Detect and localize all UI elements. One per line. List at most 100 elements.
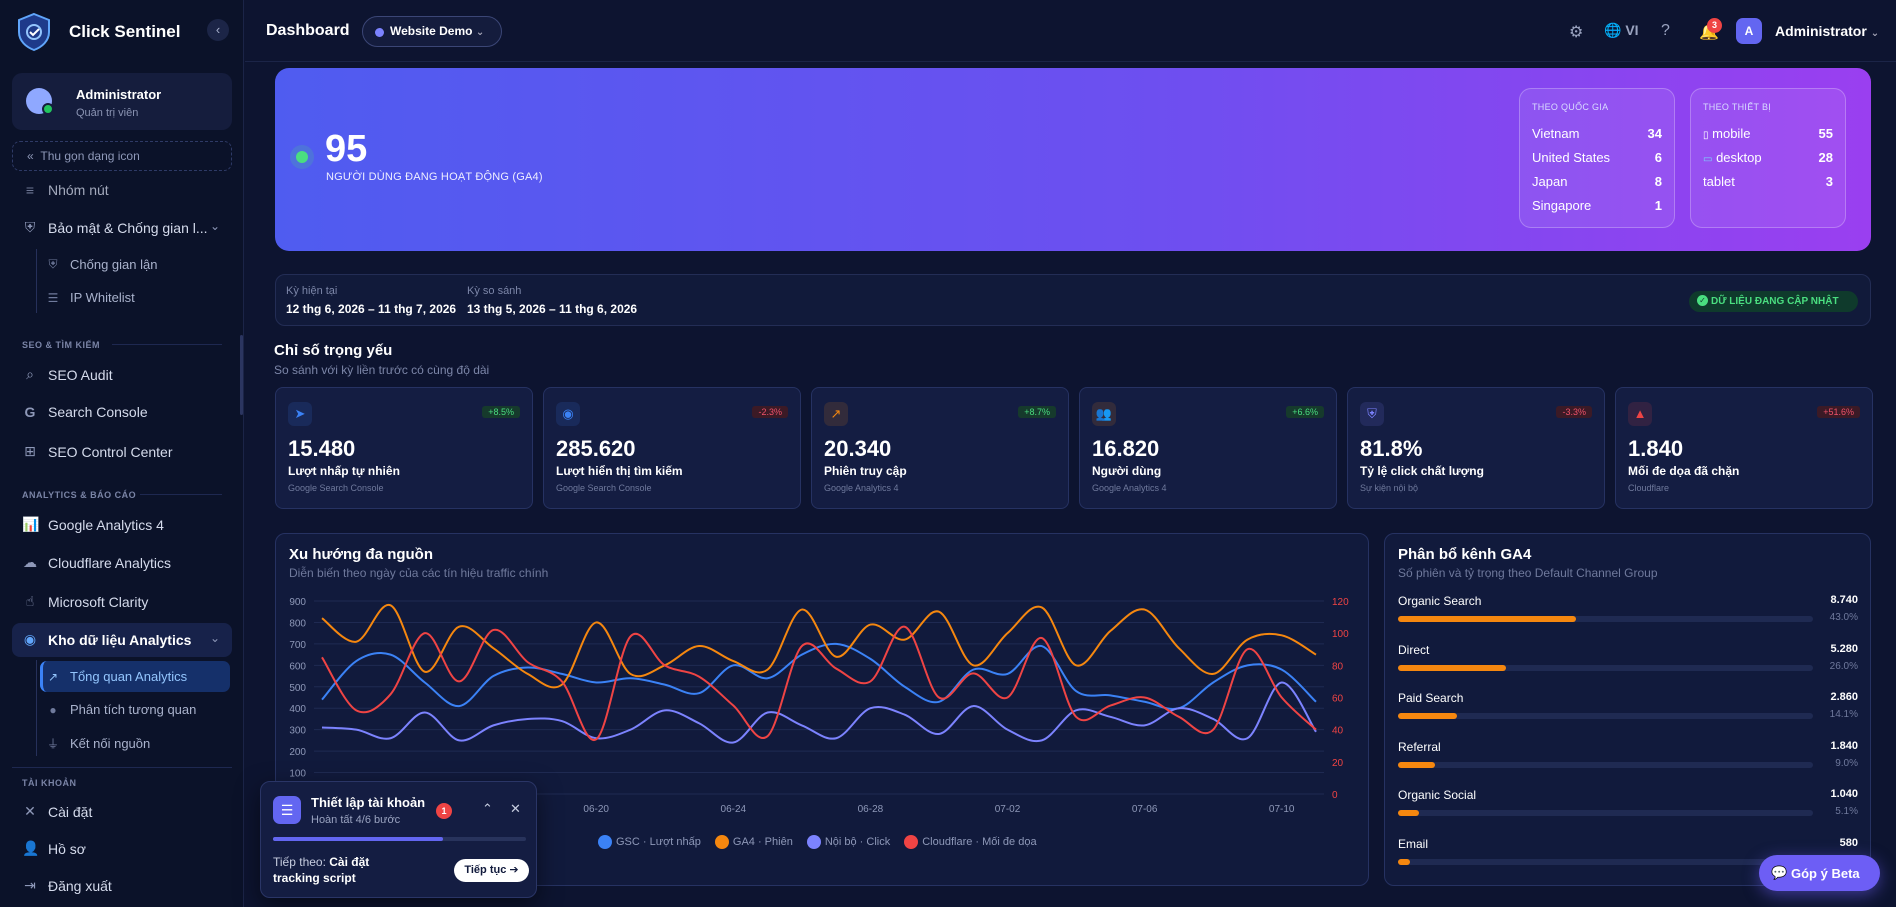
gear-icon[interactable]: ⚙ bbox=[1569, 24, 1584, 41]
user-menu[interactable]: Administrator ⌄ bbox=[1775, 23, 1880, 39]
eye-icon: ◉ bbox=[556, 402, 580, 426]
mobile-icon: ▯ bbox=[1703, 130, 1709, 141]
app-name: Click Sentinel bbox=[69, 22, 181, 41]
notification-badge: 3 bbox=[1707, 18, 1722, 33]
shield-icon: ⛨ bbox=[48, 257, 58, 271]
sidebar-item-clarity[interactable]: ☝ Microsoft Clarity bbox=[22, 593, 149, 610]
user-card[interactable]: Administrator Quản trị viên bbox=[12, 73, 232, 130]
kpi-label: Phiên truy cập bbox=[824, 464, 907, 478]
kpi-delta: +8.7% bbox=[1018, 406, 1056, 418]
legend-item[interactable]: Nội bộ · Click bbox=[806, 835, 890, 849]
y-left-tick: 600 bbox=[289, 661, 306, 672]
continue-button[interactable]: Tiếp tục ➔ bbox=[454, 859, 529, 882]
sidebar-item-ip-whitelist[interactable]: ☰ IP Whitelist bbox=[47, 290, 135, 305]
logout-icon: ⇥ bbox=[24, 877, 36, 893]
kpi-value: 285.620 bbox=[556, 436, 636, 461]
sidebar-item-correlation[interactable]: ● Phân tích tương quan bbox=[46, 702, 196, 717]
legend-swatch bbox=[904, 835, 919, 849]
kpi-card[interactable]: ↗ +8.7% 20.340 Phiên truy cập Google Ana… bbox=[811, 387, 1069, 509]
channel-pct: 5.1% bbox=[1835, 806, 1858, 817]
channel-pct: 9.0% bbox=[1835, 757, 1858, 769]
channel-value: 8.740 bbox=[1830, 594, 1858, 606]
sidebar-item-analytics-warehouse[interactable]: ◉ Kho dữ liệu Analytics bbox=[23, 631, 192, 648]
pointer-icon: ☝ bbox=[25, 593, 35, 609]
country-row: Japan 8 bbox=[1532, 174, 1662, 189]
y-left-tick: 300 bbox=[289, 726, 306, 737]
double-chevron-left-icon: « bbox=[27, 149, 34, 163]
help-icon[interactable]: ? bbox=[1661, 22, 1670, 39]
sidebar-item-seo-control-center[interactable]: ⊞ SEO Control Center bbox=[22, 443, 172, 460]
sidebar-active-indicator bbox=[40, 661, 230, 692]
sidebar-item-seo-audit[interactable]: ⌕ SEO Audit bbox=[22, 366, 113, 383]
users-icon: 👥 bbox=[1092, 402, 1116, 426]
kpi-delta: +8.5% bbox=[482, 406, 520, 418]
channel-bar bbox=[1398, 761, 1436, 768]
y-right-tick: 100 bbox=[1332, 629, 1349, 640]
collapse-to-icons-button[interactable]: « Thu gọn dạng icon bbox=[12, 141, 232, 171]
y-right-tick: 60 bbox=[1332, 694, 1344, 705]
sidebar-collapse-button[interactable]: ‹ bbox=[207, 19, 229, 41]
user-icon: 👤 bbox=[22, 840, 40, 856]
sidebar-item-profile[interactable]: 👤 Hồ sơ bbox=[22, 840, 86, 857]
series-line bbox=[321, 625, 1317, 741]
sidebar-item-cloudflare[interactable]: ☁ Cloudflare Analytics bbox=[23, 554, 171, 571]
kpi-card[interactable]: ◉ -2.3% 285.620 Lượt hiển thị tìm kiếm G… bbox=[543, 387, 801, 509]
sidebar-item-ga4[interactable]: 📊 Google Analytics 4 bbox=[22, 516, 164, 533]
sidebar-item-button-groups[interactable]: ≡ Nhóm nút bbox=[22, 182, 109, 198]
sidebar-item-analytics-overview[interactable]: ↗ Tổng quan Analytics bbox=[47, 669, 188, 684]
search-icon: ⌕ bbox=[26, 366, 34, 382]
sidebar-item-security[interactable]: ⛨ Bảo mật & Chống gian l... bbox=[22, 219, 208, 236]
close-icon[interactable]: ✕ bbox=[510, 801, 521, 816]
sidebar-item-logout[interactable]: ⇥ Đăng xuất bbox=[22, 877, 112, 894]
kpi-card[interactable]: 👥 +6.6% 16.820 Người dùng Google Analyti… bbox=[1079, 387, 1337, 509]
channel-value: 1.040 bbox=[1830, 788, 1858, 800]
sidebar-item-settings[interactable]: ✕ Cài đặt bbox=[22, 803, 92, 820]
active-users-label: NGƯỜI DÙNG ĐANG HOẠT ĐỘNG (GA4) bbox=[326, 171, 543, 183]
kpi-card[interactable]: ➤ +8.5% 15.480 Lượt nhấp tự nhiên Google… bbox=[275, 387, 533, 509]
channel-bar bbox=[1398, 858, 1411, 865]
sidebar-item-search-console[interactable]: G Search Console bbox=[22, 404, 148, 420]
sitemap-icon: ⊞ bbox=[24, 443, 36, 459]
setup-next-step: Tiếp theo: Cài đặt tracking script bbox=[273, 855, 370, 885]
kpi-label: Mối đe dọa đã chặn bbox=[1628, 464, 1740, 478]
chart-line-icon: ↗ bbox=[47, 669, 59, 684]
data-status-badge: DỮ LIỆU ĐANG CẬP NHẬT bbox=[1689, 291, 1858, 312]
kpi-card[interactable]: ▲ +51.6% 1.840 Mối đe dọa đã chặn Cloudf… bbox=[1615, 387, 1873, 509]
kpi-source: Cloudflare bbox=[1628, 483, 1670, 493]
channel-bar bbox=[1398, 810, 1420, 816]
site-selector[interactable]: Website Demo ⌄ bbox=[362, 16, 502, 47]
language-selector[interactable]: 🌐 VI bbox=[1604, 22, 1639, 38]
sidebar-scrollbar[interactable] bbox=[240, 335, 243, 415]
legend-item[interactable]: Cloudflare · Mối đe dọa bbox=[904, 835, 1037, 849]
trend-subtitle: Diễn biến theo ngày của các tín hiệu tra… bbox=[289, 566, 549, 580]
live-indicator bbox=[296, 151, 308, 163]
avatar[interactable]: A bbox=[1736, 18, 1762, 44]
sidebar-item-anti-fraud[interactable]: ⛨ Chống gian lận bbox=[46, 257, 157, 272]
trend-legend: GSC · Lượt nhấp GA4 · Phiên Nội bộ · Click… bbox=[598, 835, 1037, 849]
compare-period-label: Kỳ so sánh bbox=[467, 285, 522, 297]
setup-title: Thiết lập tài khoản bbox=[311, 795, 426, 810]
current-period-label: Kỳ hiện tại bbox=[286, 285, 338, 297]
kpi-card[interactable]: ⛨ -3.3% 81.8% Tỷ lệ click chất lượng Sự … bbox=[1347, 387, 1605, 509]
series-line bbox=[321, 681, 1317, 744]
sidebar-item-sources[interactable]: ⏚ Kết nối nguồn bbox=[46, 736, 151, 751]
compare-period-value[interactable]: 13 thg 5, 2026 – 11 thg 6, 2026 bbox=[467, 302, 638, 316]
channel-pct: 14.1% bbox=[1829, 709, 1858, 720]
legend-swatch bbox=[806, 835, 821, 849]
current-period-value[interactable]: 12 thg 6, 2026 – 11 thg 7, 2026 bbox=[286, 302, 457, 316]
cloud-icon: ☁ bbox=[23, 554, 37, 570]
legend-item[interactable]: GA4 · Phiên bbox=[714, 835, 793, 849]
legend-label: GA4 · Phiên bbox=[732, 836, 793, 848]
device-card-title: THEO THIẾT BỊ bbox=[1703, 102, 1772, 112]
channel-value: 1.840 bbox=[1830, 739, 1858, 752]
chevron-up-icon[interactable]: ⌃ bbox=[482, 801, 493, 816]
kpi-source: Sự kiện nội bộ bbox=[1360, 483, 1419, 493]
feedback-button[interactable]: 💬 Góp ý Beta bbox=[1759, 855, 1880, 891]
kpi-value: 1.840 bbox=[1628, 436, 1684, 461]
chevron-down-icon: ⌄ bbox=[210, 219, 221, 233]
channel-value: 580 bbox=[1839, 836, 1858, 849]
y-right-tick: 120 bbox=[1332, 597, 1349, 608]
legend-item[interactable]: GSC · Lượt nhấp bbox=[598, 835, 701, 849]
kpi-source: Google Search Console bbox=[556, 483, 652, 493]
chevron-down-icon: ⌄ bbox=[475, 27, 485, 38]
